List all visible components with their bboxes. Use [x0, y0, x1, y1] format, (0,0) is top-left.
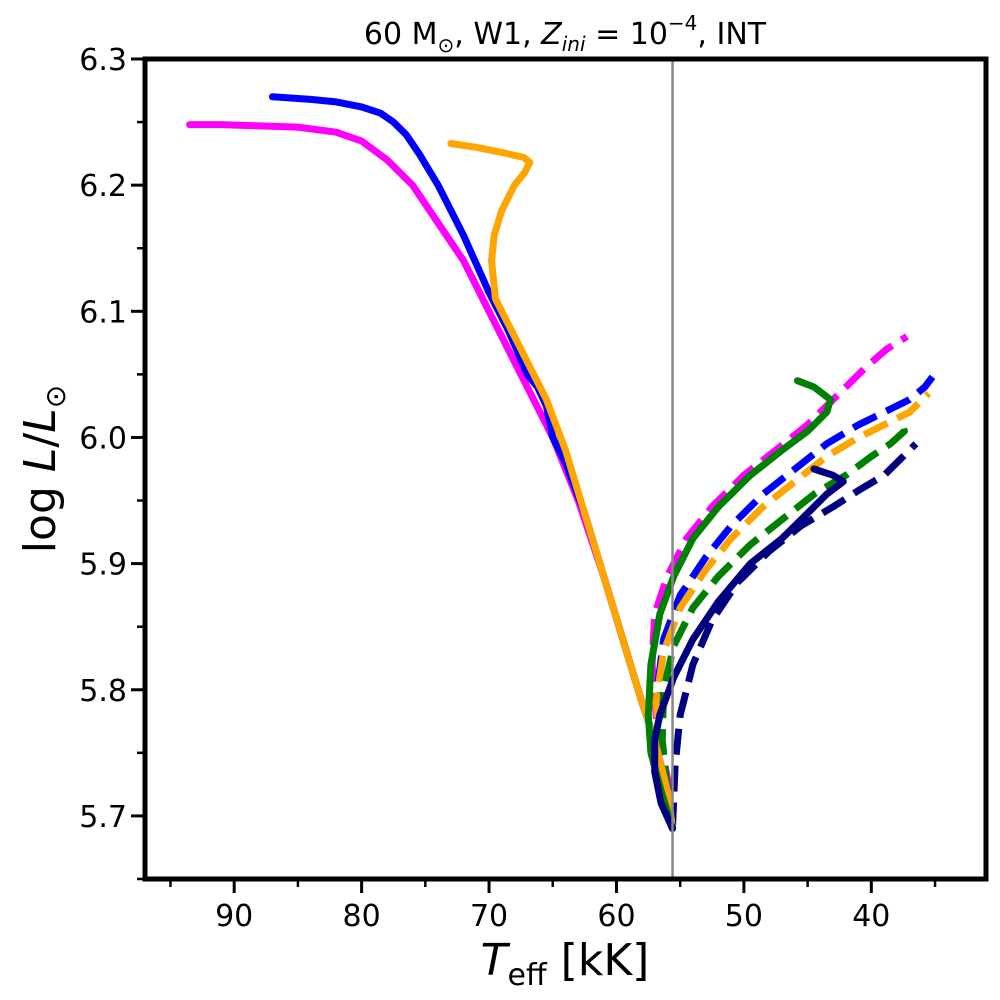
series-line-3	[648, 333, 909, 829]
series-line-5	[652, 390, 932, 829]
plot-frame	[142, 56, 989, 882]
x-tick-label: 60	[597, 899, 635, 934]
x-tick-label: 50	[725, 899, 763, 934]
y-tick-label: 5.7	[79, 800, 127, 835]
ticks-layer: 90 80 70 60 50 40 5.7 5.8 5.9 6.0 6.1 6.2 6.3	[79, 43, 937, 934]
x-tick-label: 80	[343, 899, 381, 934]
series-line-8	[644, 377, 834, 832]
x-tick-label: 40	[852, 899, 890, 934]
x-tick-label: 90	[215, 899, 253, 934]
y-tick-label: 5.9	[79, 548, 127, 583]
series-line-6	[658, 421, 908, 829]
series-line-2	[447, 140, 676, 832]
x-tick-label: 70	[470, 899, 508, 934]
y-axis-label: log L/L⊙	[15, 385, 72, 553]
x-axis-label: Teff [kK]	[481, 935, 650, 993]
series-line-1	[268, 93, 676, 832]
y-tick-label: 6.1	[79, 295, 127, 330]
y-tick-label: 6.3	[79, 43, 127, 78]
series-layer	[186, 93, 936, 832]
series-line-9	[651, 465, 847, 832]
chart-title: 60 M⊙, W1, Zini = 10−4, INT	[364, 11, 767, 57]
y-tick-label: 6.0	[79, 421, 127, 456]
series-line-0	[186, 121, 676, 832]
series-line-7	[669, 441, 919, 829]
y-tick-label: 6.2	[79, 169, 127, 204]
y-tick-label: 5.8	[79, 674, 127, 709]
